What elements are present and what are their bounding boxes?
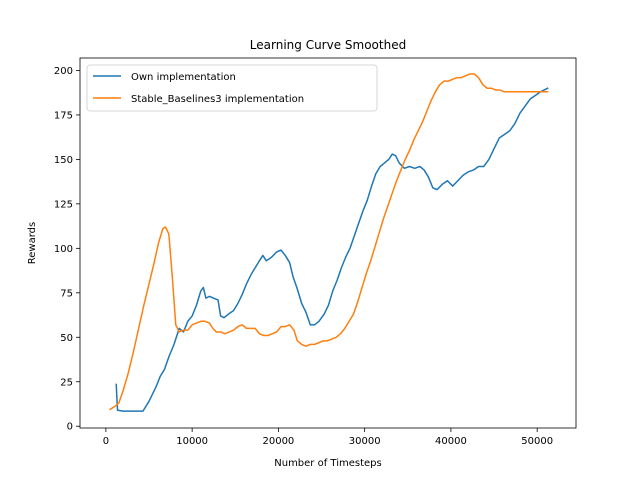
- y-tick-label: 100: [54, 244, 73, 255]
- legend-box: [86, 64, 378, 112]
- plot-area-frame: [79, 57, 577, 429]
- x-tick-label: 50000: [521, 436, 553, 447]
- y-tick-label: 200: [54, 66, 73, 77]
- x-tick-label: 40000: [435, 436, 467, 447]
- x-tick-label: 10000: [176, 436, 208, 447]
- y-axis: 0 25 50 75 100 125 150 175 200: [54, 66, 80, 433]
- chart-title: Learning Curve Smoothed: [250, 38, 406, 52]
- y-tick-label: 75: [60, 288, 73, 299]
- y-tick-label: 175: [54, 110, 73, 121]
- y-axis-label: Rewards: [27, 222, 38, 264]
- y-tick-label: 125: [54, 199, 73, 210]
- legend-label-own: Own implementation: [131, 72, 236, 83]
- legend: Own implementation Stable_Baselines3 imp…: [86, 64, 378, 112]
- series-layer: [109, 73, 549, 412]
- series-line-own: [115, 87, 549, 412]
- y-tick-label: 0: [67, 422, 73, 433]
- y-tick-label: 150: [54, 155, 73, 166]
- legend-label-sb3: Stable_Baselines3 implementation: [131, 94, 304, 105]
- x-tick-label: 0: [103, 436, 109, 447]
- x-tick-label: 20000: [262, 436, 294, 447]
- y-tick-label: 50: [60, 333, 73, 344]
- y-tick-label: 25: [60, 377, 73, 388]
- x-axis-label: Number of Timesteps: [274, 458, 381, 469]
- x-tick-label: 30000: [349, 436, 381, 447]
- series-line-sb3: [109, 73, 549, 411]
- x-axis: 0 10000 20000 30000 40000 50000: [103, 428, 553, 447]
